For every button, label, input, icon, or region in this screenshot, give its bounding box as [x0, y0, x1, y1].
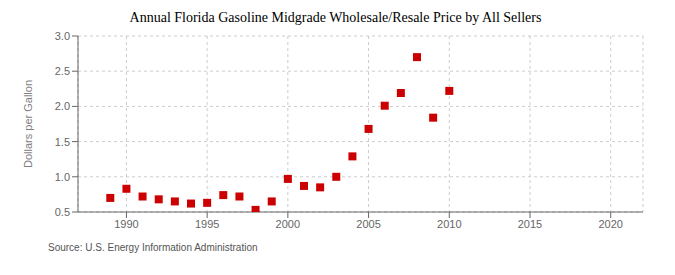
- svg-text:2005: 2005: [356, 218, 380, 230]
- svg-text:1990: 1990: [114, 218, 138, 230]
- svg-text:2015: 2015: [518, 218, 542, 230]
- svg-text:1.0: 1.0: [55, 171, 70, 183]
- svg-text:2.0: 2.0: [55, 100, 70, 112]
- svg-text:2020: 2020: [598, 218, 622, 230]
- html-text:Source: U.S. Energy Informatio: Source: U.S. Energy Information Administ…: [48, 242, 258, 253]
- svg-text:Dollars per Gallon: Dollars per Gallon: [22, 80, 34, 168]
- html-text:Annual Florida Gasoline Midgra: Annual Florida Gasoline Midgrade Wholesa…: [129, 10, 542, 25]
- svg-text:2.5: 2.5: [55, 65, 70, 77]
- svg-text:2010: 2010: [437, 218, 461, 230]
- svg-text:0.5: 0.5: [55, 206, 70, 218]
- svg-text:3.0: 3.0: [55, 30, 70, 42]
- svg-text:1995: 1995: [195, 218, 219, 230]
- svg-text:1.5: 1.5: [55, 136, 70, 148]
- svg-text:2000: 2000: [276, 218, 300, 230]
